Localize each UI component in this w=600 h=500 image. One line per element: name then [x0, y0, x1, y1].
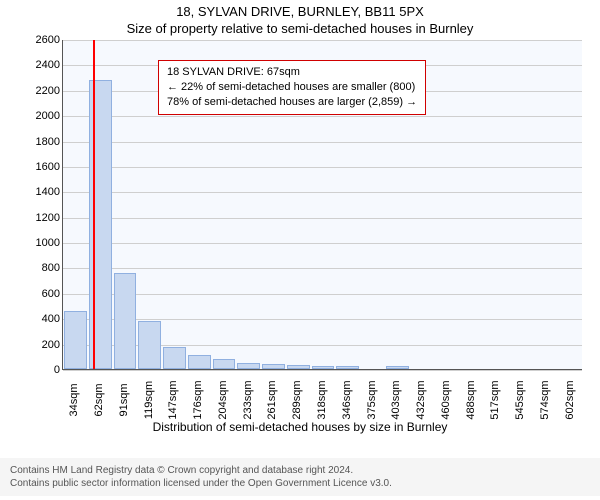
gridline: [63, 142, 582, 143]
histogram-bar: [188, 355, 211, 369]
chart-title-sub: Size of property relative to semi-detach…: [0, 19, 600, 36]
histogram-bar: [386, 366, 409, 369]
y-tick-label: 800: [20, 262, 60, 274]
annotation-line-2: ← 22% of semi-detached houses are smalle…: [167, 80, 417, 95]
y-tick-label: 1200: [20, 212, 60, 224]
y-tick-label: 1600: [20, 161, 60, 173]
x-tick-label: 375sqm: [366, 380, 378, 419]
histogram-bar: [64, 311, 87, 369]
x-tick-label: 574sqm: [539, 380, 551, 419]
x-tick-label: 261sqm: [266, 380, 278, 419]
gridline: [63, 192, 582, 193]
x-tick-label: 233sqm: [242, 380, 254, 419]
histogram-bar: [213, 359, 236, 369]
x-tick-label: 318sqm: [316, 380, 328, 419]
x-tick-label: 119sqm: [143, 381, 155, 419]
footer-line-2: Contains public sector information licen…: [10, 477, 590, 490]
x-tick-label: 432sqm: [415, 380, 427, 419]
y-tick-label: 600: [20, 288, 60, 300]
y-tick-label: 400: [20, 313, 60, 325]
x-tick-label: 460sqm: [440, 380, 452, 419]
x-tick-label: 147sqm: [167, 380, 179, 419]
histogram-bar: [287, 365, 310, 369]
property-marker-line: [93, 40, 95, 369]
gridline: [63, 370, 582, 371]
histogram-bar: [237, 363, 260, 369]
y-tick-label: 2400: [20, 59, 60, 71]
x-tick-label: 289sqm: [291, 380, 303, 419]
gridline: [63, 243, 582, 244]
y-tick-label: 2000: [20, 110, 60, 122]
gridline: [63, 40, 582, 41]
x-tick-label: 488sqm: [465, 380, 477, 419]
x-tick-label: 34sqm: [68, 383, 80, 416]
x-tick-label: 517sqm: [489, 380, 501, 419]
plot-area: 18 SYLVAN DRIVE: 67sqm ← 22% of semi-det…: [62, 40, 582, 370]
x-axis-label: Distribution of semi-detached houses by …: [0, 420, 600, 434]
histogram-bar: [312, 366, 335, 369]
x-tick-label: 602sqm: [564, 380, 576, 419]
annotation-line-1: 18 SYLVAN DRIVE: 67sqm: [167, 65, 417, 80]
histogram-bar: [89, 80, 112, 369]
chart-title-main: 18, SYLVAN DRIVE, BURNLEY, BB11 5PX: [0, 0, 600, 19]
x-tick-label: 346sqm: [341, 380, 353, 419]
histogram-bar: [336, 366, 359, 369]
x-tick-label: 176sqm: [192, 380, 204, 419]
histogram-bar: [114, 273, 137, 369]
footer-line-1: Contains HM Land Registry data © Crown c…: [10, 464, 590, 477]
gridline: [63, 268, 582, 269]
gridline: [63, 294, 582, 295]
gridline: [63, 167, 582, 168]
histogram-bar: [138, 321, 161, 369]
x-tick-label: 545sqm: [514, 380, 526, 419]
y-tick-label: 2600: [20, 34, 60, 46]
histogram-bar: [163, 347, 186, 369]
y-tick-label: 0: [20, 364, 60, 376]
gridline: [63, 116, 582, 117]
footer-attribution: Contains HM Land Registry data © Crown c…: [0, 458, 600, 496]
y-tick-label: 1000: [20, 237, 60, 249]
y-tick-label: 200: [20, 339, 60, 351]
chart-container: Number of semi-detached properties 18 SY…: [0, 40, 600, 440]
histogram-bar: [262, 364, 285, 369]
annotation-box: 18 SYLVAN DRIVE: 67sqm ← 22% of semi-det…: [158, 60, 426, 115]
gridline: [63, 218, 582, 219]
y-tick-label: 2200: [20, 85, 60, 97]
x-tick-label: 91sqm: [118, 383, 130, 416]
x-tick-label: 403sqm: [390, 380, 402, 419]
x-tick-label: 62sqm: [93, 383, 105, 416]
annotation-line-3: 78% of semi-detached houses are larger (…: [167, 95, 417, 110]
y-tick-label: 1400: [20, 186, 60, 198]
x-tick-label: 204sqm: [217, 380, 229, 419]
y-tick-label: 1800: [20, 136, 60, 148]
